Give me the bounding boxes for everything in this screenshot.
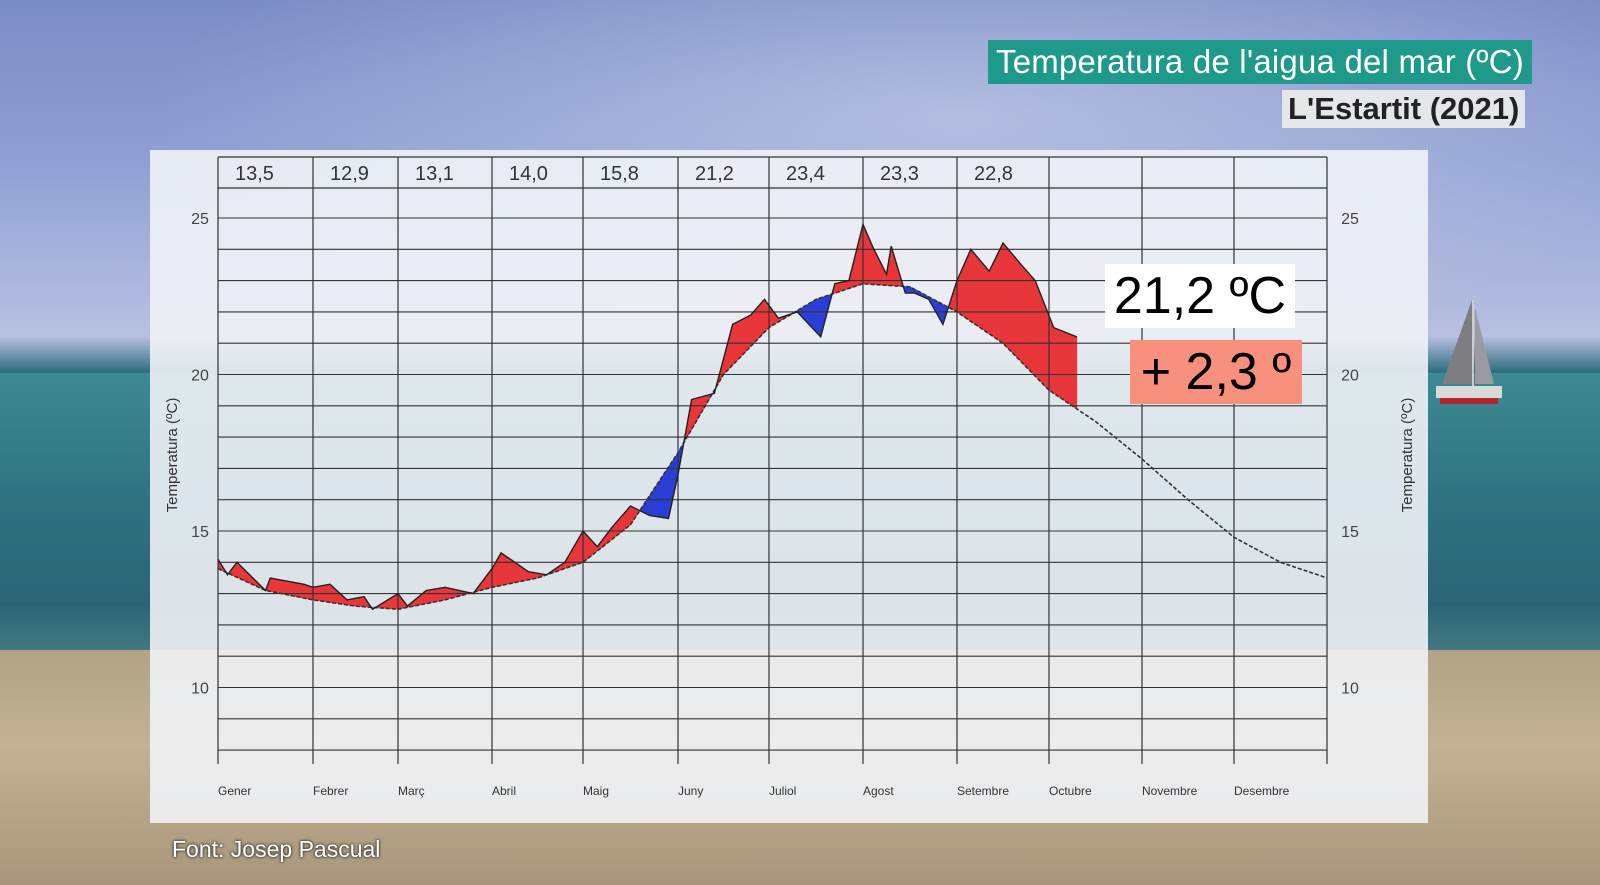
y-tick-right: 20: [1341, 368, 1359, 385]
observed-line: [217, 222, 1078, 611]
month-label: Octubre: [1049, 784, 1092, 798]
chart-grid: [217, 156, 1328, 764]
chart-title: Temperatura de l'aigua del mar (ºC): [988, 40, 1532, 84]
y-axis-title-right: Temperatura (ºC): [1399, 398, 1416, 513]
climatology-line: [217, 282, 1328, 611]
y-tick-left: 15: [191, 524, 209, 541]
monthly-mean-label: 12,9: [330, 163, 369, 185]
monthly-mean-label: 23,3: [880, 163, 919, 185]
month-label: Agost: [863, 784, 894, 798]
source-credit: Font: Josep Pascual: [172, 836, 381, 862]
y-tick-right: 25: [1341, 211, 1359, 228]
y-tick-right: 15: [1341, 524, 1359, 541]
monthly-mean-label: 13,5: [235, 163, 274, 185]
month-label: Novembre: [1142, 784, 1198, 798]
chart-panel: [150, 150, 1428, 823]
sailboat-icon: [1436, 300, 1502, 404]
month-label: Juny: [678, 784, 703, 798]
anomaly-fills: [217, 224, 1078, 611]
monthly-mean-label: 14,0: [509, 163, 548, 185]
y-tick-left: 25: [191, 211, 209, 228]
month-label: Maig: [583, 784, 609, 798]
monthly-mean-label: 15,8: [600, 163, 639, 185]
month-label: Abril: [492, 784, 516, 798]
y-tick-left: 20: [191, 368, 209, 385]
month-label: Gener: [218, 784, 251, 798]
month-label: Juliol: [769, 784, 796, 798]
monthly-mean-label: 13,1: [415, 163, 454, 185]
monthly-mean-label: 22,8: [974, 163, 1013, 185]
anomaly-callout: + 2,3 º: [1130, 340, 1302, 404]
monthly-mean-label: 21,2: [695, 163, 734, 185]
chart-subtitle: L'Estartit (2021): [1282, 90, 1526, 128]
month-label: Febrer: [313, 784, 348, 798]
axis-labels: 13,5 12,9 13,1 14,0 15,8 21,2 23,4 23,3 22,8 10 10…: [164, 163, 1416, 798]
current-temperature-callout: 21,2 ºC: [1105, 264, 1295, 328]
y-tick-left: 10: [191, 681, 209, 698]
monthly-mean-label: 23,4: [786, 163, 825, 185]
month-label: Desembre: [1234, 784, 1290, 798]
y-axis-title-left: Temperatura (ºC): [164, 398, 181, 513]
y-tick-right: 10: [1341, 681, 1359, 698]
month-label: Setembre: [957, 784, 1009, 798]
month-label: Març: [398, 784, 425, 798]
